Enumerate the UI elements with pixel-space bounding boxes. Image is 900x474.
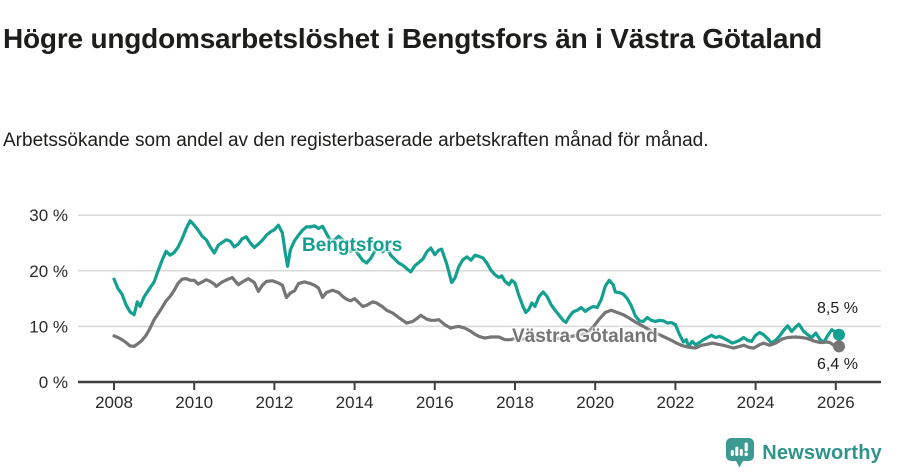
svg-text:2016: 2016 <box>416 393 454 412</box>
newsworthy-brand: Newsworthy <box>725 437 882 469</box>
newsworthy-logo-icon <box>725 437 755 469</box>
series-label-vastra-gotaland: Västra Götaland <box>512 326 658 347</box>
page-subtitle: Arbetssökande som andel av den registerb… <box>3 130 709 151</box>
brand-name: Newsworthy <box>762 441 882 464</box>
series-label-bengtsfors: Bengtsfors <box>302 235 403 256</box>
svg-text:0 %: 0 % <box>39 373 68 392</box>
svg-text:2018: 2018 <box>496 393 534 412</box>
page-title: Högre ungdomsarbetslöshet i Bengtsfors ä… <box>3 22 823 54</box>
svg-text:2012: 2012 <box>255 393 293 412</box>
end-value-label-vastra-gotaland: 6,4 % <box>817 356 858 373</box>
svg-text:2008: 2008 <box>95 393 133 412</box>
svg-text:2024: 2024 <box>737 393 775 412</box>
svg-text:10 %: 10 % <box>29 317 68 336</box>
svg-text:30 %: 30 % <box>29 206 68 225</box>
svg-text:2020: 2020 <box>576 393 614 412</box>
end-value-label-bengtsfors: 8,5 % <box>817 300 858 317</box>
svg-text:2014: 2014 <box>336 393 374 412</box>
svg-text:2022: 2022 <box>656 393 694 412</box>
svg-text:2026: 2026 <box>817 393 855 412</box>
svg-text:2010: 2010 <box>175 393 213 412</box>
svg-text:20 %: 20 % <box>29 262 68 281</box>
